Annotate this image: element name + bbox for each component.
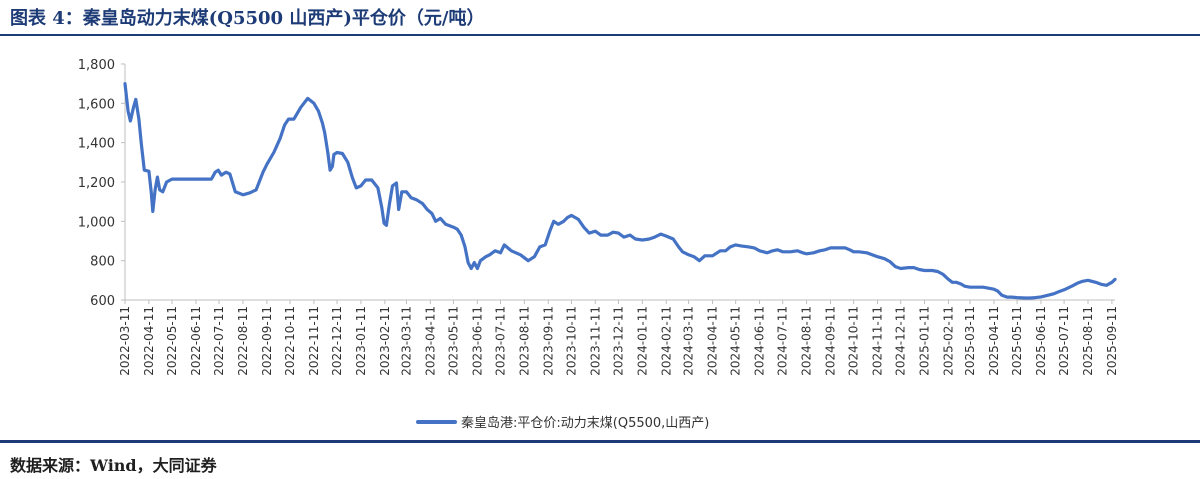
x-tick-label: 2022-03-11 [118, 306, 132, 376]
x-tick-label: 2023-09-11 [541, 306, 555, 376]
x-tick-label: 2022-04-11 [142, 306, 156, 376]
line-chart: 600 800 1,000 1,200 1,400 1,600 1,800 2022-03-1… [78, 58, 1119, 431]
x-tick-label: 2024-08-11 [800, 306, 814, 376]
x-tick-label: 2023-05-11 [446, 306, 460, 376]
x-tick-label: 2025-01-11 [918, 306, 932, 376]
x-tick-label: 2023-03-11 [399, 306, 413, 376]
x-tick-label: 2024-07-11 [776, 306, 790, 376]
x-tick-label: 2024-05-11 [729, 306, 743, 376]
x-tick-label: 2025-02-11 [941, 306, 955, 376]
y-tick-label: 1,200 [78, 176, 115, 191]
x-tick-label: 2024-04-11 [706, 306, 720, 376]
x-tick-label: 2025-05-11 [1010, 306, 1024, 376]
x-tick-label: 2025-03-11 [963, 306, 977, 376]
x-tick-label: 2022-07-11 [212, 306, 226, 376]
x-tick-label: 2025-06-11 [1034, 306, 1048, 376]
x-tick-label: 2022-10-11 [283, 306, 297, 376]
x-tick-label: 2023-11-11 [588, 306, 602, 376]
y-tick-label: 600 [90, 294, 115, 309]
x-tick-label: 2024-11-11 [871, 306, 885, 376]
source-divider [0, 440, 1200, 443]
x-tick-label: 2022-06-11 [189, 306, 203, 376]
x-tick-label: 2022-08-11 [236, 306, 250, 376]
x-tick-label: 2023-07-11 [493, 306, 507, 376]
x-tick-label: 2023-02-11 [378, 306, 392, 376]
x-tick-label: 2024-06-11 [753, 306, 767, 376]
x-tick-label: 2023-08-11 [517, 306, 531, 376]
x-tick-label: 2024-02-11 [659, 306, 673, 376]
x-tick-label: 2023-12-11 [611, 306, 625, 376]
x-tick-label: 2022-09-11 [260, 306, 274, 376]
x-tick-label: 2025-08-11 [1081, 306, 1095, 376]
x-tick-label: 2025-09-11 [1105, 306, 1119, 376]
x-tick-label: 2024-10-11 [847, 306, 861, 376]
title-divider [0, 34, 1200, 36]
x-tick-label: 2024-03-11 [682, 306, 696, 376]
x-tick-label: 2024-12-11 [894, 306, 908, 376]
y-tick-label: 1,800 [78, 58, 115, 73]
y-tick-label: 800 [90, 255, 115, 270]
y-tick-label: 1,000 [78, 215, 115, 230]
x-tick-label: 2023-10-11 [564, 306, 578, 376]
figure-title: 图表 4：秦皇岛动力末煤(Q5500 山西产)平仓价（元/吨） [10, 8, 485, 29]
x-tick-label: 2022-11-11 [307, 306, 321, 376]
x-tick-label: 2023-01-11 [354, 306, 368, 376]
y-tick-label: 1,400 [78, 137, 115, 152]
x-tick-label: 2023-04-11 [423, 306, 437, 376]
y-tick-label: 1,600 [78, 97, 115, 112]
x-tick-label: 2022-12-11 [330, 306, 344, 376]
source-note: 数据来源：Wind，大同证券 [10, 456, 217, 475]
x-tick-label: 2023-06-11 [470, 306, 484, 376]
x-tick-label: 2025-04-11 [987, 306, 1001, 376]
x-tick-label: 2022-05-11 [165, 306, 179, 376]
x-tick-label: 2024-09-11 [823, 306, 837, 376]
x-tick-label: 2025-07-11 [1057, 306, 1071, 376]
x-tick-label: 2024-01-11 [635, 306, 649, 376]
legend-label: 秦皇岛港:平仓价:动力末煤(Q5500,山西产) [461, 415, 709, 431]
series-line [123, 82, 1117, 300]
